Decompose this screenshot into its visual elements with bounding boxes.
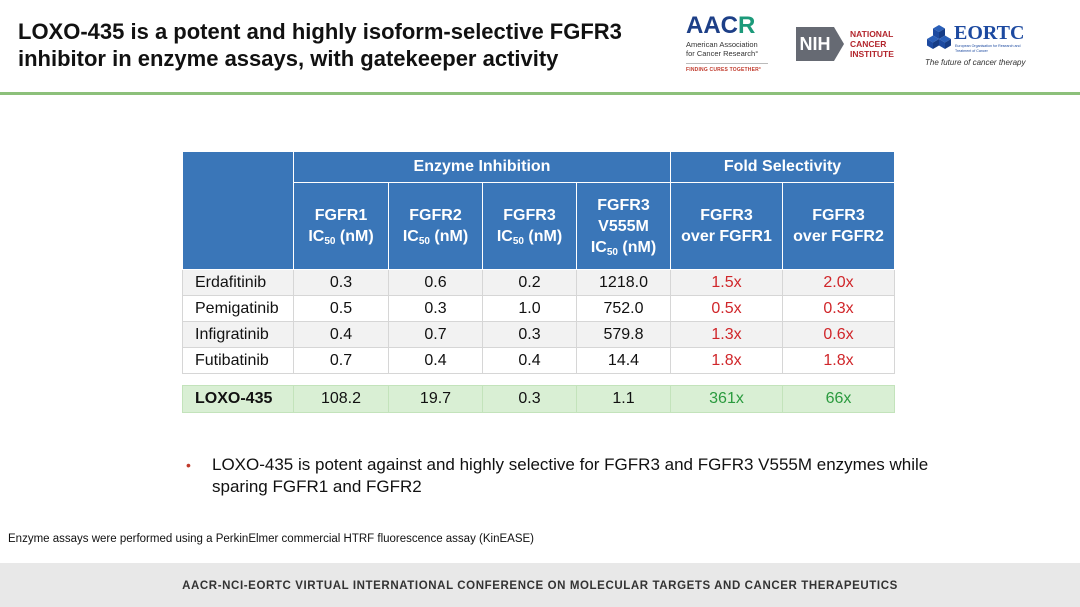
table-cell: 0.3 [482,385,577,413]
table-cell: 0.4 [293,321,389,348]
table-row: Futibatinib 0.7 0.4 0.4 14.4 1.8x 1.8x [182,347,895,374]
fold-selectivity-cell: 361x [670,385,783,413]
nih-badge: NIH [796,27,834,61]
fold-selectivity-cell: 1.3x [670,321,783,348]
eortc-cubes-icon [927,25,951,49]
table-cell: 0.4 [388,347,483,374]
column-header-fgfr3-ic50: FGFR3 IC50 (nM) [482,182,577,270]
table-group-header-row: Enzyme Inhibition Fold Selectivity [182,151,895,270]
table-cell: 0.5 [293,295,389,322]
conference-name: AACR-NCI-EORTC VIRTUAL INTERNATIONAL CON… [182,580,898,592]
column-header-fgfr3-v555m-ic50: FGFR3 V555M IC50 (nM) [576,182,671,270]
fold-selectivity-header: Fold Selectivity [670,151,895,183]
column-header-fgfr1-ic50: FGFR1 IC50 (nM) [293,182,389,270]
fold-selectivity-cell: 66x [782,385,895,413]
aacr-divider [686,63,768,64]
table-cell: 0.7 [293,347,389,374]
drug-name-cell: Infigratinib [182,321,294,348]
drug-name-cell: LOXO-435 [182,385,294,413]
table-cell: 0.3 [388,295,483,322]
table-column-header-row: FGFR1 IC50 (nM) FGFR2 IC50 (nM) FGFR3 IC50 … [183,182,895,270]
nih-arrow-shape [834,27,844,61]
enzyme-inhibition-header: Enzyme Inhibition [293,151,671,183]
table-cell: 1.0 [482,295,577,322]
table-row: Erdafitinib 0.3 0.6 0.2 1218.0 1.5x 2.0x [182,269,895,296]
eortc-tagline: The future of cancer therapy [925,58,1026,67]
bullet-marker: • [186,457,191,473]
nih-nci-logo: NIH NATIONAL CANCER INSTITUTE [796,27,908,63]
fold-selectivity-cell: 2.0x [782,269,895,296]
drug-name-cell: Erdafitinib [182,269,294,296]
table-cell: 108.2 [293,385,389,413]
table-cell: 14.4 [576,347,671,374]
table-cell: 0.7 [388,321,483,348]
table-cell: 19.7 [388,385,483,413]
bullet-text: LOXO-435 is potent against and highly se… [212,455,929,496]
fold-selectivity-cell: 1.8x [782,347,895,374]
column-header-fgfr3-over-fgfr1: FGFR3 over FGFR1 [670,182,783,270]
aacr-wordmark: AACR [686,12,756,39]
table-row: Pemigatinib 0.5 0.3 1.0 752.0 0.5x 0.3x [182,295,895,322]
fold-selectivity-cell: 0.5x [670,295,783,322]
loxo-435-highlight-row: LOXO-435 108.2 19.7 0.3 1.1 361x 66x [182,385,895,413]
eortc-name: European Organisation for Research and T… [955,44,1021,53]
slide-title: LOXO-435 is a potent and highly isoform-… [18,19,622,71]
table-corner-cell [182,151,294,270]
column-header-fgfr2-ic50: FGFR2 IC50 (nM) [388,182,483,270]
table-cell: 0.3 [293,269,389,296]
table-cell: 0.6 [388,269,483,296]
aacr-logo: AACR American Association for Cancer Rese… [686,14,776,80]
table-cell: 579.8 [576,321,671,348]
table-cell: 0.4 [482,347,577,374]
enzyme-selectivity-table: Enzyme Inhibition Fold Selectivity FGFR1… [182,151,895,413]
eortc-logo: EORTC European Organisation for Research… [924,22,1036,72]
fold-selectivity-cell: 1.8x [670,347,783,374]
footnote: Enzyme assays were performed using a Per… [8,533,534,545]
eortc-wordmark: EORTC [954,22,1025,44]
slide-header: LOXO-435 is a potent and highly isoform-… [0,0,1080,92]
fold-selectivity-cell: 0.3x [782,295,895,322]
nci-name: NATIONAL CANCER INSTITUTE [850,29,894,59]
header-divider [0,92,1080,95]
drug-name-cell: Pemigatinib [182,295,294,322]
table-spacer-row [182,373,895,386]
table-cell: 0.2 [482,269,577,296]
aacr-name: American Association for Cancer Research° [686,40,759,58]
table-cell: 1218.0 [576,269,671,296]
column-header-fgfr3-over-fgfr2: FGFR3 over FGFR2 [782,182,895,270]
table-row: Infigratinib 0.4 0.7 0.3 579.8 1.3x 0.6x [182,321,895,348]
conference-footer: AACR-NCI-EORTC VIRTUAL INTERNATIONAL CON… [0,563,1080,607]
table-cell: 0.3 [482,321,577,348]
fold-selectivity-cell: 1.5x [670,269,783,296]
fold-selectivity-cell: 0.6x [782,321,895,348]
table-cell: 1.1 [576,385,671,413]
aacr-tagline: FINDING CURES TOGETHER° [686,67,762,73]
table-cell: 752.0 [576,295,671,322]
drug-name-cell: Futibatinib [182,347,294,374]
